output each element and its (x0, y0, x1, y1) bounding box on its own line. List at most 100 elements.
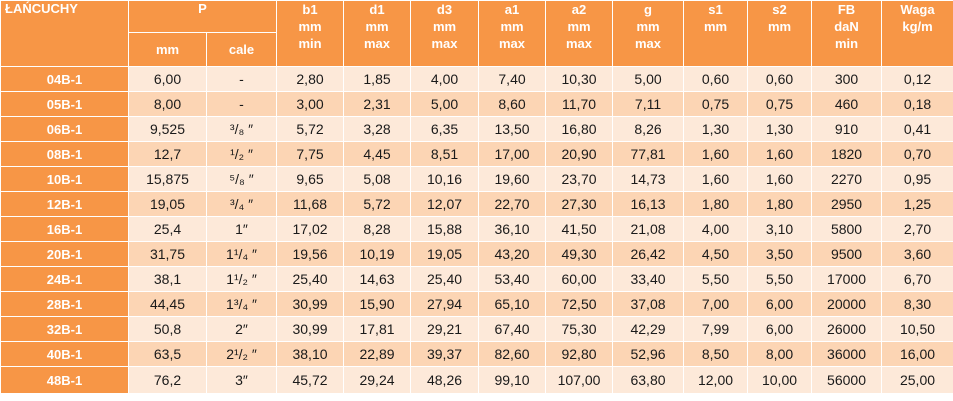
cell-s2: 5,50 (747, 266, 813, 292)
cell-a2: 41,50 (545, 216, 614, 242)
cell-s2: 3,10 (747, 216, 813, 242)
chain-name-cell: 04B-1 (0, 66, 129, 92)
cell-a1: 99,10 (478, 366, 547, 394)
cell-fb: 300 (811, 66, 883, 92)
cell-fb: 56000 (811, 366, 883, 394)
cell-waga: 0,95 (881, 166, 953, 192)
cell-b1: 45,72 (276, 366, 345, 394)
cell-d1: 14,63 (343, 266, 412, 292)
table-row: 32B-1 50,8 2″ 30,99 17,81 29,21 67,40 75,30 42,2… (0, 316, 953, 342)
cell-s2: 1,60 (747, 166, 813, 192)
cell-g: 21,08 (612, 216, 685, 242)
cell-p-mm: 12,7 (128, 141, 207, 167)
cell-g: 26,42 (612, 241, 685, 267)
cell-p-mm: 19,05 (128, 191, 207, 217)
cell-s2: 6,00 (747, 291, 813, 317)
cell-p-cale: 2″ (205, 316, 278, 342)
cell-p-cale: ³/₄ ″ (205, 191, 278, 217)
header-chains: ŁAŃCUCHY (0, 0, 129, 67)
table-row: 40B-1 63,5 2¹/₂ ″ 38,10 22,89 39,37 82,60 92,80… (0, 341, 953, 367)
cell-waga: 0,12 (881, 66, 953, 92)
cell-waga: 3,60 (881, 241, 953, 267)
cell-b1: 11,68 (276, 191, 345, 217)
header-pitch: P (127, 0, 278, 33)
cell-a2: 11,70 (545, 91, 614, 117)
header-d3: d3 mm max (410, 0, 480, 67)
cell-b1: 3,00 (276, 91, 345, 117)
cell-a1: 43,20 (478, 241, 547, 267)
chain-name-cell: 40B-1 (0, 341, 129, 367)
cell-fb: 1820 (811, 141, 883, 167)
chain-name-cell: 48B-1 (0, 366, 129, 394)
cell-g: 37,08 (612, 291, 685, 317)
cell-b1: 30,99 (276, 291, 345, 317)
cell-s1: 1,80 (683, 191, 749, 217)
cell-p-cale: 1″ (205, 216, 278, 242)
cell-a2: 92,80 (545, 341, 614, 367)
cell-a2: 16,80 (545, 116, 614, 142)
cell-s1: 12,00 (683, 366, 749, 394)
cell-p-cale: 1¹/₂ ″ (205, 266, 278, 292)
cell-waga: 2,70 (881, 216, 953, 242)
cell-s2: 0,60 (747, 66, 813, 92)
cell-p-mm: 9,525 (128, 116, 207, 142)
cell-a2: 27,30 (545, 191, 614, 217)
cell-g: 42,29 (612, 316, 685, 342)
cell-a2: 23,70 (545, 166, 614, 192)
table-row: 06B-1 9,525 ³/₈ ″ 5,72 3,28 6,35 13,50 16,80 8,2… (0, 116, 953, 142)
header-b1: b1 mm min (276, 0, 345, 67)
cell-b1: 19,56 (276, 241, 345, 267)
header-a1: a1 mm max (478, 0, 547, 67)
cell-a1: 82,60 (478, 341, 547, 367)
cell-s1: 5,50 (683, 266, 749, 292)
cell-b1: 25,40 (276, 266, 345, 292)
table-row: 12B-1 19,05 ³/₄ ″ 11,68 5,72 12,07 22,70 27,30 1… (0, 191, 953, 217)
cell-a1: 8,60 (478, 91, 547, 117)
cell-g: 7,11 (612, 91, 685, 117)
cell-a2: 107,00 (545, 366, 614, 394)
cell-s1: 8,50 (683, 341, 749, 367)
cell-d3: 27,94 (410, 291, 480, 317)
cell-d3: 4,00 (410, 66, 480, 92)
cell-a1: 13,50 (478, 116, 547, 142)
cell-a1: 65,10 (478, 291, 547, 317)
cell-g: 16,13 (612, 191, 685, 217)
cell-waga: 8,30 (881, 291, 953, 317)
cell-b1: 30,99 (276, 316, 345, 342)
cell-p-mm: 15,875 (128, 166, 207, 192)
header-s1: s1 mm (683, 0, 749, 67)
chain-name-cell: 32B-1 (0, 316, 129, 342)
cell-d3: 5,00 (410, 91, 480, 117)
cell-p-cale: 2¹/₂ ″ (205, 341, 278, 367)
cell-p-cale: 3″ (205, 366, 278, 394)
cell-waga: 1,25 (881, 191, 953, 217)
cell-waga: 6,70 (881, 266, 953, 292)
cell-a1: 53,40 (478, 266, 547, 292)
cell-a1: 7,40 (478, 66, 547, 92)
cell-waga: 25,00 (881, 366, 953, 394)
table-row: 08B-1 12,7 ¹/₂ ″ 7,75 4,45 8,51 17,00 20,90 77,8… (0, 141, 953, 167)
cell-s2: 1,60 (747, 141, 813, 167)
cell-a2: 72,50 (545, 291, 614, 317)
cell-p-cale: 1¹/₄ ″ (205, 241, 278, 267)
cell-p-cale: ⁵/₈ ″ (205, 166, 278, 192)
cell-s1: 0,75 (683, 91, 749, 117)
cell-g: 8,26 (612, 116, 685, 142)
header-d1: d1 mm max (343, 0, 412, 67)
cell-s1: 1,30 (683, 116, 749, 142)
cell-a1: 67,40 (478, 316, 547, 342)
cell-a2: 10,30 (545, 66, 614, 92)
cell-waga: 0,18 (881, 91, 953, 117)
table-row: 10B-1 15,875 ⁵/₈ ″ 9,65 5,08 10,16 19,60 23,70 1… (0, 166, 953, 192)
chain-name-cell: 20B-1 (0, 241, 129, 267)
cell-p-mm: 31,75 (128, 241, 207, 267)
cell-fb: 5800 (811, 216, 883, 242)
cell-b1: 38,10 (276, 341, 345, 367)
cell-d1: 15,90 (343, 291, 412, 317)
cell-g: 14,73 (612, 166, 685, 192)
cell-fb: 2270 (811, 166, 883, 192)
cell-fb: 36000 (811, 341, 883, 367)
cell-s2: 8,00 (747, 341, 813, 367)
cell-d1: 17,81 (343, 316, 412, 342)
cell-p-cale: - (205, 66, 278, 92)
